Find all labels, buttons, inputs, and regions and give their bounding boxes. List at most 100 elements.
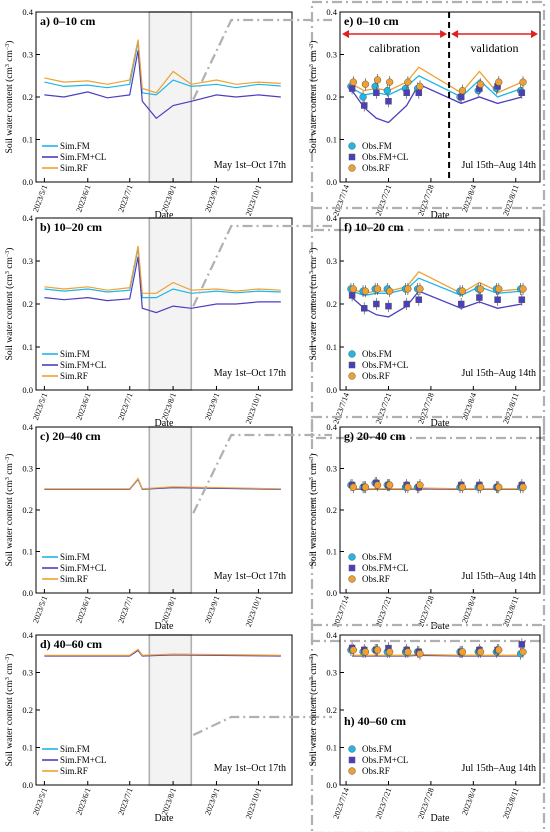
obs-marker: [373, 285, 382, 293]
obs-marker: [361, 287, 370, 295]
panel-title: b) 10–20 cm: [40, 220, 102, 234]
x-axis-label: Date: [431, 813, 450, 824]
series-line: [351, 277, 522, 297]
zoom-border: [310, 415, 546, 643]
x-tick-label: 2023/9/1: [203, 595, 221, 625]
obs-marker: [416, 285, 424, 293]
obs-marker: [519, 78, 527, 86]
calibration-window: [148, 217, 193, 391]
obs-marker: [403, 300, 410, 308]
y-tick-label: 0.2: [326, 505, 337, 515]
obs-marker: [386, 648, 394, 656]
series-line: [44, 41, 281, 96]
x-tick-label: 2023/6/1: [74, 787, 92, 817]
x-tick-label: 2023/8/4: [460, 787, 478, 817]
legend-label: Sim.RF: [60, 163, 88, 173]
x-tick-label: 2023/7/21: [374, 392, 394, 426]
y-tick-label: 0.2: [22, 705, 33, 715]
x-axis-label: Date: [431, 418, 450, 429]
legend-label: Sim.FM+CL: [60, 563, 106, 573]
left-panel: 0.0 0.1 0.2 0.3 0.4 Soil water content (cm3 c…: [4, 7, 332, 221]
panel-title: d) 40–60 cm: [40, 637, 102, 651]
obs-marker: [404, 285, 412, 293]
y-axis-label: Soil water content (cm3 cm−3): [308, 654, 319, 767]
obs-marker: [457, 300, 465, 308]
legend-marker: [348, 756, 356, 764]
obs-marker: [519, 648, 527, 656]
obs-marker: [458, 287, 467, 295]
x-tick-label: 2023/10/1: [244, 787, 264, 821]
y-axis-label: Soil water content (cm3 cm−3): [4, 654, 15, 767]
y-axis-label: Soil water content (cm3 cm−3): [308, 454, 319, 567]
series-line: [44, 245, 281, 294]
x-tick-label: 2023/7/1: [116, 787, 134, 817]
y-tick-label: 0.0: [326, 588, 337, 598]
period-label: Jul 15th–Aug 14th: [462, 571, 536, 582]
obs-marker: [476, 80, 485, 88]
legend-marker: [348, 553, 356, 561]
zoom-border: [310, 206, 546, 440]
obs-marker: [373, 300, 380, 308]
legend-label: Sim.FM: [60, 349, 90, 359]
legend-label: Sim.RF: [60, 766, 88, 776]
x-axis-label: Date: [155, 418, 174, 429]
series-line: [352, 653, 522, 656]
arrow-head: [342, 30, 349, 38]
x-tick-label: 2023/7/21: [374, 595, 394, 629]
obs-marker: [349, 78, 357, 86]
zoom-border: [310, 623, 546, 832]
calibration-window: [148, 426, 193, 594]
series-line: [352, 487, 522, 490]
obs-marker: [373, 76, 382, 84]
x-tick-label: 2023/9/1: [203, 787, 221, 817]
y-axis-label: Soil water content (cm3 cm−3): [308, 248, 319, 361]
y-tick-label: 0.3: [22, 256, 33, 266]
y-tick-label: 0.0: [326, 780, 337, 790]
x-tick-label: 2023/7/21: [374, 184, 394, 218]
y-tick-label: 0.4: [22, 213, 33, 223]
obs-marker: [403, 89, 410, 96]
legend-marker: [348, 767, 356, 775]
period-label: May 1st–Oct 17th: [214, 368, 286, 379]
x-tick-label: 2023/8/11: [501, 595, 520, 628]
legend-label: Sim.FM: [60, 552, 90, 562]
zoom-border: [310, 0, 546, 232]
y-tick-label: 0.2: [326, 705, 337, 715]
y-tick-label: 0.0: [22, 177, 33, 187]
legend-label: Obs.FM+CL: [362, 152, 408, 162]
x-tick-label: 2023/8/11: [501, 392, 520, 425]
x-axis-label: Date: [155, 813, 174, 824]
series-line: [44, 247, 281, 299]
obs-marker: [373, 89, 380, 96]
y-tick-label: 0.1: [326, 342, 337, 352]
legend-label: Obs.RF: [362, 371, 390, 381]
left-panel: 0.0 0.1 0.2 0.3 0.4 Soil water content (cm3 c…: [4, 213, 332, 429]
obs-marker: [383, 86, 391, 95]
y-tick-label: 0.1: [326, 743, 337, 753]
series-line: [351, 270, 522, 295]
legend-marker: [348, 575, 356, 583]
x-tick-label: 2023/10/1: [244, 392, 264, 426]
legend-marker: [348, 361, 356, 369]
panel-title: c) 20–40 cm: [40, 429, 101, 443]
obs-marker: [415, 89, 423, 96]
obs-marker: [361, 80, 370, 88]
obs-marker: [348, 85, 356, 92]
x-tick-label: 2023/9/1: [203, 184, 221, 214]
y-tick-label: 0.1: [22, 135, 33, 145]
obs-marker: [476, 294, 483, 301]
x-tick-label: 2023/6/1: [74, 184, 92, 214]
legend-label: Obs.FM+CL: [362, 360, 408, 370]
right-panel: 0.0 0.1 0.2 0.3 0.4 Soil water content (cm3 c…: [308, 415, 546, 643]
period-label: May 1st–Oct 17th: [214, 571, 286, 582]
y-tick-label: 0.0: [326, 385, 337, 395]
zoom-connector: [192, 433, 332, 514]
legend-label: Sim.RF: [60, 371, 88, 381]
legend-label: Sim.FM+CL: [60, 152, 106, 162]
x-tick-label: 2023/9/1: [203, 392, 221, 422]
obs-marker: [476, 648, 485, 656]
x-tick-label: 2023/7/14: [331, 787, 351, 821]
legend-label: Obs.FM+CL: [362, 755, 408, 765]
legend-label: Sim.FM: [60, 141, 90, 151]
obs-marker: [385, 98, 392, 105]
